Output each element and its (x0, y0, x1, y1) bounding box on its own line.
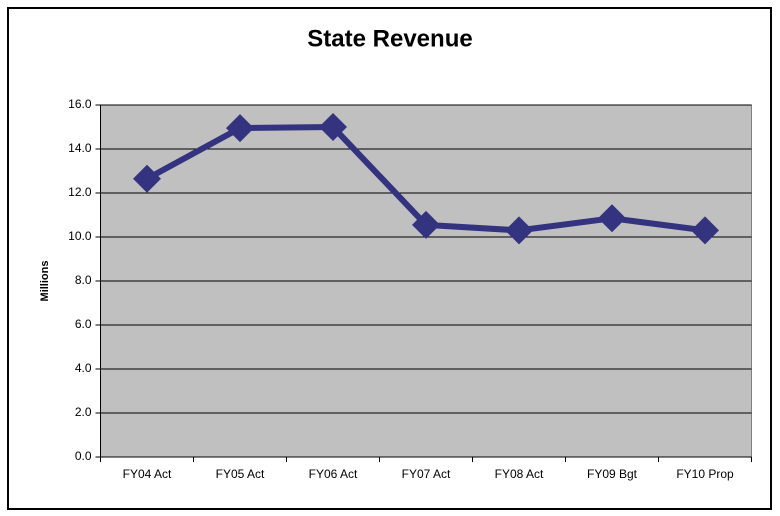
y-tick-label: 8.0 (75, 273, 92, 287)
y-tick-label: 14.0 (68, 141, 92, 155)
y-tick-label: 0.0 (75, 449, 92, 463)
marker (226, 114, 254, 143)
marker (505, 216, 533, 245)
chart-title: State Revenue (307, 25, 472, 52)
x-tick-label: FY07 Act (402, 467, 451, 481)
y-tick-label: 12.0 (68, 185, 92, 199)
x-tick-label: FY05 Act (216, 467, 265, 481)
y-tick-label: 10.0 (68, 229, 92, 243)
x-tick-label: FY09 Bgt (587, 467, 638, 481)
x-tick-label: FY04 Act (123, 467, 172, 481)
x-tick-label: FY10 Prop (676, 467, 734, 481)
y-tick-label: 6.0 (75, 317, 92, 331)
marker (598, 204, 626, 233)
x-tick-label: FY06 Act (309, 467, 358, 481)
y-tick-label: 2.0 (75, 405, 92, 419)
marker (691, 216, 719, 245)
y-axis-label: Millions (39, 261, 51, 302)
y-tick-label: 16.0 (68, 97, 92, 111)
marker (319, 113, 347, 141)
y-tick-label: 4.0 (75, 361, 92, 375)
x-tick-label: FY08 Act (495, 467, 544, 481)
marker (133, 164, 161, 193)
marker (412, 210, 440, 239)
